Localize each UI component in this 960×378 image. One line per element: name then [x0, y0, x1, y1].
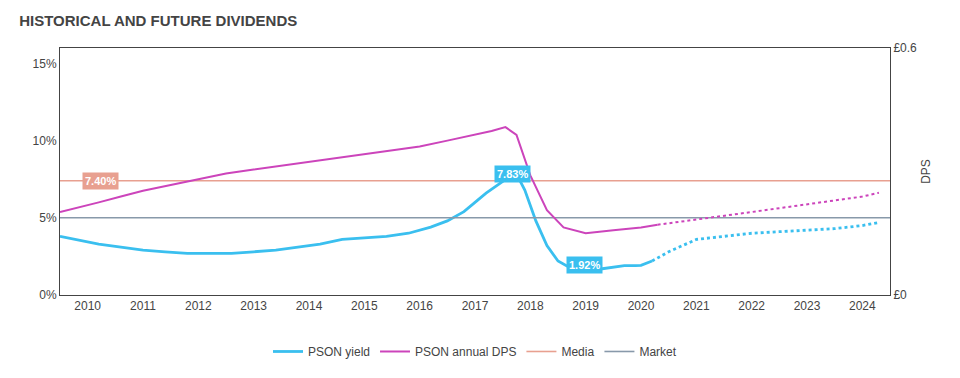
svg-text:2012: 2012	[185, 299, 212, 313]
svg-text:£0: £0	[893, 288, 907, 302]
svg-text:2018: 2018	[517, 299, 544, 313]
svg-text:10%: 10%	[33, 134, 57, 148]
svg-text:2021: 2021	[683, 299, 710, 313]
svg-text:2015: 2015	[351, 299, 378, 313]
svg-text:HISTORICAL AND FUTURE DIVIDEND: HISTORICAL AND FUTURE DIVIDENDS	[19, 12, 297, 29]
svg-text:£0.6: £0.6	[893, 41, 917, 55]
svg-text:2024: 2024	[849, 299, 876, 313]
svg-text:7.83%: 7.83%	[497, 168, 528, 180]
svg-text:2020: 2020	[628, 299, 655, 313]
svg-text:0%: 0%	[39, 288, 57, 302]
svg-text:2011: 2011	[130, 299, 156, 313]
svg-text:2019: 2019	[572, 299, 599, 313]
svg-text:Market: Market	[639, 345, 676, 359]
svg-text:PSON annual DPS: PSON annual DPS	[415, 345, 516, 359]
svg-text:15%: 15%	[33, 57, 57, 71]
svg-text:5%: 5%	[39, 211, 57, 225]
svg-text:2010: 2010	[74, 299, 101, 313]
svg-text:1.92%: 1.92%	[569, 259, 600, 271]
svg-text:PSON yield: PSON yield	[308, 345, 370, 359]
svg-text:7.40%: 7.40%	[85, 175, 116, 187]
svg-text:2013: 2013	[240, 299, 267, 313]
svg-text:Media: Media	[561, 345, 594, 359]
svg-text:2017: 2017	[462, 299, 489, 313]
svg-text:2014: 2014	[296, 299, 323, 313]
svg-text:2023: 2023	[794, 299, 821, 313]
svg-text:2016: 2016	[406, 299, 433, 313]
svg-text:2022: 2022	[738, 299, 765, 313]
svg-text:DPS: DPS	[919, 159, 933, 184]
